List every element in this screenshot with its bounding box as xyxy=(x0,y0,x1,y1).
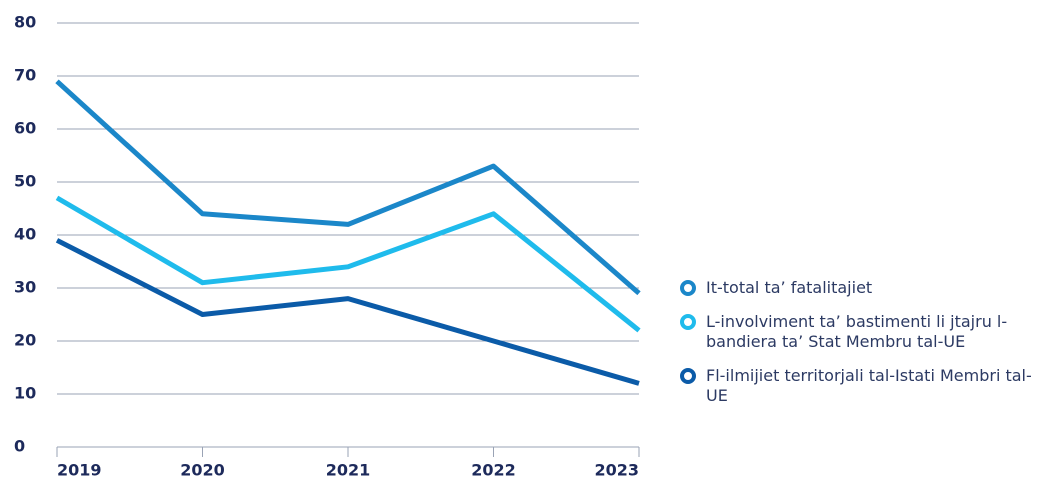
legend-item: L-involviment ta’ bastimenti li jtajru l… xyxy=(680,312,1060,352)
x-tick-label: 2022 xyxy=(471,461,516,480)
legend-label: L-involviment ta’ bastimenti li jtajru l… xyxy=(706,312,1008,351)
line xyxy=(55,238,640,386)
y-tick-label: 10 xyxy=(14,384,36,403)
y-tick-label: 20 xyxy=(14,331,36,350)
y-tick-label: 70 xyxy=(14,66,36,85)
legend-marker xyxy=(680,314,696,330)
x-tick-label: 2019 xyxy=(57,461,102,480)
legend-item: Fl-ilmijiet territorjali tal-Istati Memb… xyxy=(680,366,1060,406)
x-tick-label: 2023 xyxy=(594,461,639,480)
chart: 0 10 20 30 40 50 60 70 80 2019 2020 2021 2022 2023 xyxy=(14,13,641,480)
y-tick-label: 80 xyxy=(14,13,36,32)
line xyxy=(55,195,641,333)
y-tick-label: 50 xyxy=(14,172,36,191)
y-tick-label: 60 xyxy=(14,119,36,138)
legend-marker xyxy=(680,368,696,384)
legend: It-total ta’ fatalitajiet L-involviment t… xyxy=(680,278,1060,420)
line xyxy=(55,79,641,296)
legend-label: Fl-ilmijiet territorjali tal-Istati Memb… xyxy=(706,366,1032,405)
y-tick-label: 0 xyxy=(14,437,25,456)
legend-item: It-total ta’ fatalitajiet xyxy=(680,278,1060,298)
y-tick-label: 40 xyxy=(14,225,36,244)
y-tick-label: 30 xyxy=(14,278,36,297)
legend-label: It-total ta’ fatalitajiet xyxy=(706,278,873,297)
legend-marker xyxy=(680,280,696,296)
x-tick-label: 2021 xyxy=(326,461,371,480)
x-tick-label: 2020 xyxy=(180,461,225,480)
